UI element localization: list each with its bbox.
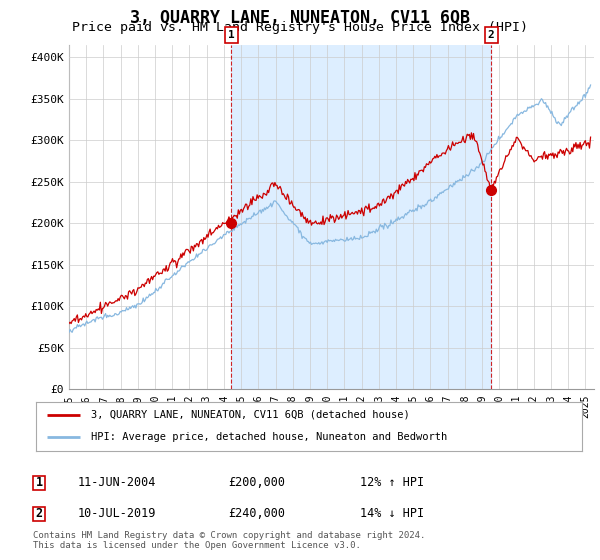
Text: 10-JUL-2019: 10-JUL-2019 <box>78 507 157 520</box>
Text: 14% ↓ HPI: 14% ↓ HPI <box>360 507 424 520</box>
Text: £200,000: £200,000 <box>228 476 285 489</box>
Text: 3, QUARRY LANE, NUNEATON, CV11 6QB (detached house): 3, QUARRY LANE, NUNEATON, CV11 6QB (deta… <box>91 410 409 420</box>
Text: 3, QUARRY LANE, NUNEATON, CV11 6QB: 3, QUARRY LANE, NUNEATON, CV11 6QB <box>130 9 470 27</box>
Text: HPI: Average price, detached house, Nuneaton and Bedworth: HPI: Average price, detached house, Nune… <box>91 432 447 442</box>
Text: 11-JUN-2004: 11-JUN-2004 <box>78 476 157 489</box>
Text: 1: 1 <box>35 476 43 489</box>
Text: 2: 2 <box>35 507 43 520</box>
Text: Price paid vs. HM Land Registry's House Price Index (HPI): Price paid vs. HM Land Registry's House … <box>72 21 528 34</box>
Bar <box>232 45 491 389</box>
Text: 2: 2 <box>488 30 494 40</box>
Text: 1: 1 <box>228 30 235 40</box>
Text: £240,000: £240,000 <box>228 507 285 520</box>
Text: 12% ↑ HPI: 12% ↑ HPI <box>360 476 424 489</box>
Text: Contains HM Land Registry data © Crown copyright and database right 2024.
This d: Contains HM Land Registry data © Crown c… <box>33 531 425 550</box>
